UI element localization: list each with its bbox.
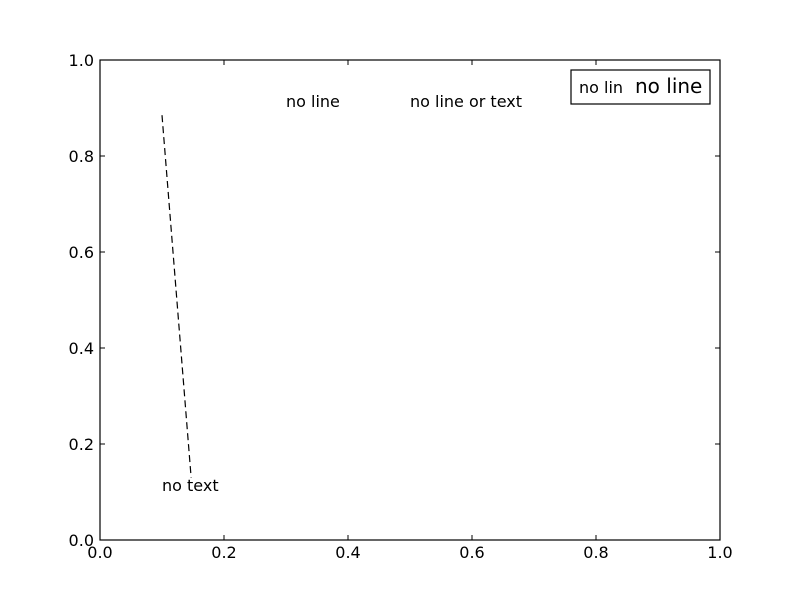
y-tick-label: 0.0 [69,531,94,550]
y-tick-label: 0.2 [69,435,94,454]
dashed-series-line [161,115,192,478]
y-tick-label: 1.0 [69,51,94,70]
x-tick-label: 0.6 [459,543,484,562]
y-tick-label: 0.4 [69,339,94,358]
plot-area-frame [99,59,721,541]
plot-annotations: no text no line no line or text [162,92,522,495]
legend-entry-small: no lin [579,78,623,97]
legend: no lin no line [570,69,711,105]
y-tick-label: 0.6 [69,243,94,262]
x-tick-label: 0.8 [583,543,608,562]
x-tick-label: 1.0 [707,543,732,562]
legend-entry-large: no line [635,74,702,98]
annotation-text: no text [162,476,219,495]
y-tick-label: 0.8 [69,147,94,166]
annotation-text: no line [286,92,340,111]
x-tick-label: 0.4 [335,543,360,562]
annotation-text: no line or text [410,92,522,111]
legend-box [570,69,711,105]
axis-ticks: 0.0 0.2 0.4 0.6 0.8 1.0 0.0 0.2 0.4 0.6 0.8 1.0 [69,51,733,562]
x-tick-label: 0.0 [87,543,112,562]
plot-series [161,115,192,478]
x-tick-label: 0.2 [211,543,236,562]
